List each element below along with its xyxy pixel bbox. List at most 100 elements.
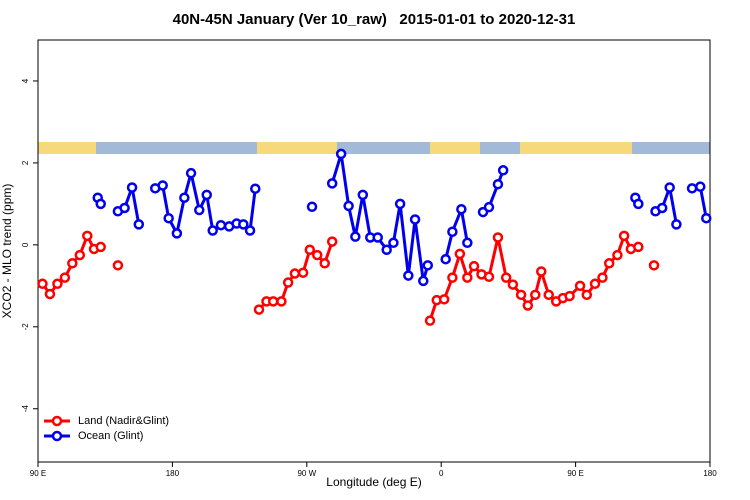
data-point: [289, 268, 301, 279]
data-point: [126, 182, 138, 193]
data-point: [440, 253, 451, 265]
data-point: [447, 226, 458, 237]
data-point: [326, 236, 338, 247]
data-point: [326, 178, 338, 189]
data-point: [403, 270, 414, 281]
x-tick-label: 180: [166, 469, 180, 478]
data-point: [343, 200, 354, 212]
data-point: [304, 244, 316, 256]
data-point: [536, 266, 547, 277]
data-point: [618, 230, 630, 242]
data-point: [59, 272, 71, 283]
data-point: [603, 258, 615, 269]
data-point: [648, 260, 660, 271]
y-tick-label: -4: [21, 405, 30, 413]
land-mask-strip: [38, 142, 710, 154]
data-point: [530, 289, 541, 301]
data-point: [276, 296, 287, 307]
data-point: [507, 279, 519, 290]
data-point: [701, 212, 712, 224]
data-point: [372, 232, 383, 243]
data-point: [244, 225, 256, 236]
data-point: [454, 248, 466, 260]
data-point: [171, 228, 183, 239]
data-point: [267, 296, 279, 307]
data-point: [44, 288, 56, 300]
y-tick-label: -2: [21, 323, 30, 331]
series-line: [42, 236, 654, 321]
data-point: [612, 249, 623, 261]
data-point: [74, 249, 86, 261]
data-point: [357, 189, 369, 201]
data-point: [297, 267, 309, 278]
data-point: [381, 244, 392, 256]
data-point: [462, 272, 473, 283]
data-point: [422, 260, 434, 271]
data-point: [253, 304, 265, 315]
data-point: [468, 260, 480, 272]
data-point: [67, 258, 78, 269]
data-point: [95, 241, 106, 253]
data-point: [564, 290, 575, 302]
data-point: [335, 148, 347, 160]
data-point: [112, 260, 124, 271]
data-point: [418, 275, 429, 287]
x-tick-label: 90 E: [30, 469, 46, 478]
data-point: [574, 280, 586, 292]
data-point: [37, 278, 48, 290]
data-point: [82, 230, 93, 242]
data-point: [515, 289, 527, 301]
data-point: [319, 258, 330, 269]
data-point: [312, 249, 323, 261]
data-point: [456, 203, 467, 215]
data-point: [522, 300, 534, 311]
data-point: [394, 198, 406, 210]
data-point: [282, 277, 294, 288]
data-point: [686, 183, 698, 194]
data-point: [424, 315, 436, 326]
y-tick-label: 2: [21, 160, 30, 165]
data-point: [157, 180, 168, 191]
data-point: [388, 237, 399, 249]
y-tick-label: 4: [21, 78, 30, 83]
data-point: [483, 201, 495, 213]
x-tick-label: 90 W: [297, 469, 316, 478]
data-point: [447, 272, 458, 283]
data-point: [589, 278, 601, 290]
data-point: [671, 219, 682, 230]
legend-marker: [51, 415, 63, 427]
data-point: [207, 225, 218, 236]
data-point: [163, 212, 174, 224]
data-point: [492, 232, 504, 243]
x-tick-label: 0: [439, 469, 444, 478]
data-point: [492, 178, 504, 190]
data-point: [215, 219, 227, 231]
data-point: [119, 202, 130, 214]
data-point: [201, 189, 212, 201]
plot-frame: [37, 39, 711, 463]
legend-marker: [51, 430, 63, 442]
x-tick-label: 180: [703, 469, 717, 478]
data-point: [500, 272, 512, 283]
y-tick-label: 0: [21, 242, 30, 247]
data-point: [664, 182, 675, 193]
data-point: [581, 289, 593, 301]
data-point: [350, 231, 361, 242]
data-point: [194, 204, 205, 216]
data-point: [543, 289, 554, 301]
data-point: [462, 237, 473, 249]
data-point: [438, 294, 450, 305]
data-point: [250, 183, 261, 194]
data-point: [597, 272, 608, 283]
data-point: [483, 271, 495, 283]
data-point: [306, 201, 318, 213]
data-point: [695, 181, 706, 192]
data-point: [497, 165, 509, 176]
data-point: [179, 192, 190, 203]
legend-label: Land (Nadir&Glint): [78, 415, 169, 427]
data-point: [133, 219, 145, 230]
y-axis-label: XCO2 - MLO trend (ppm): [0, 184, 14, 319]
data-point: [238, 219, 249, 230]
data-point: [633, 198, 644, 210]
